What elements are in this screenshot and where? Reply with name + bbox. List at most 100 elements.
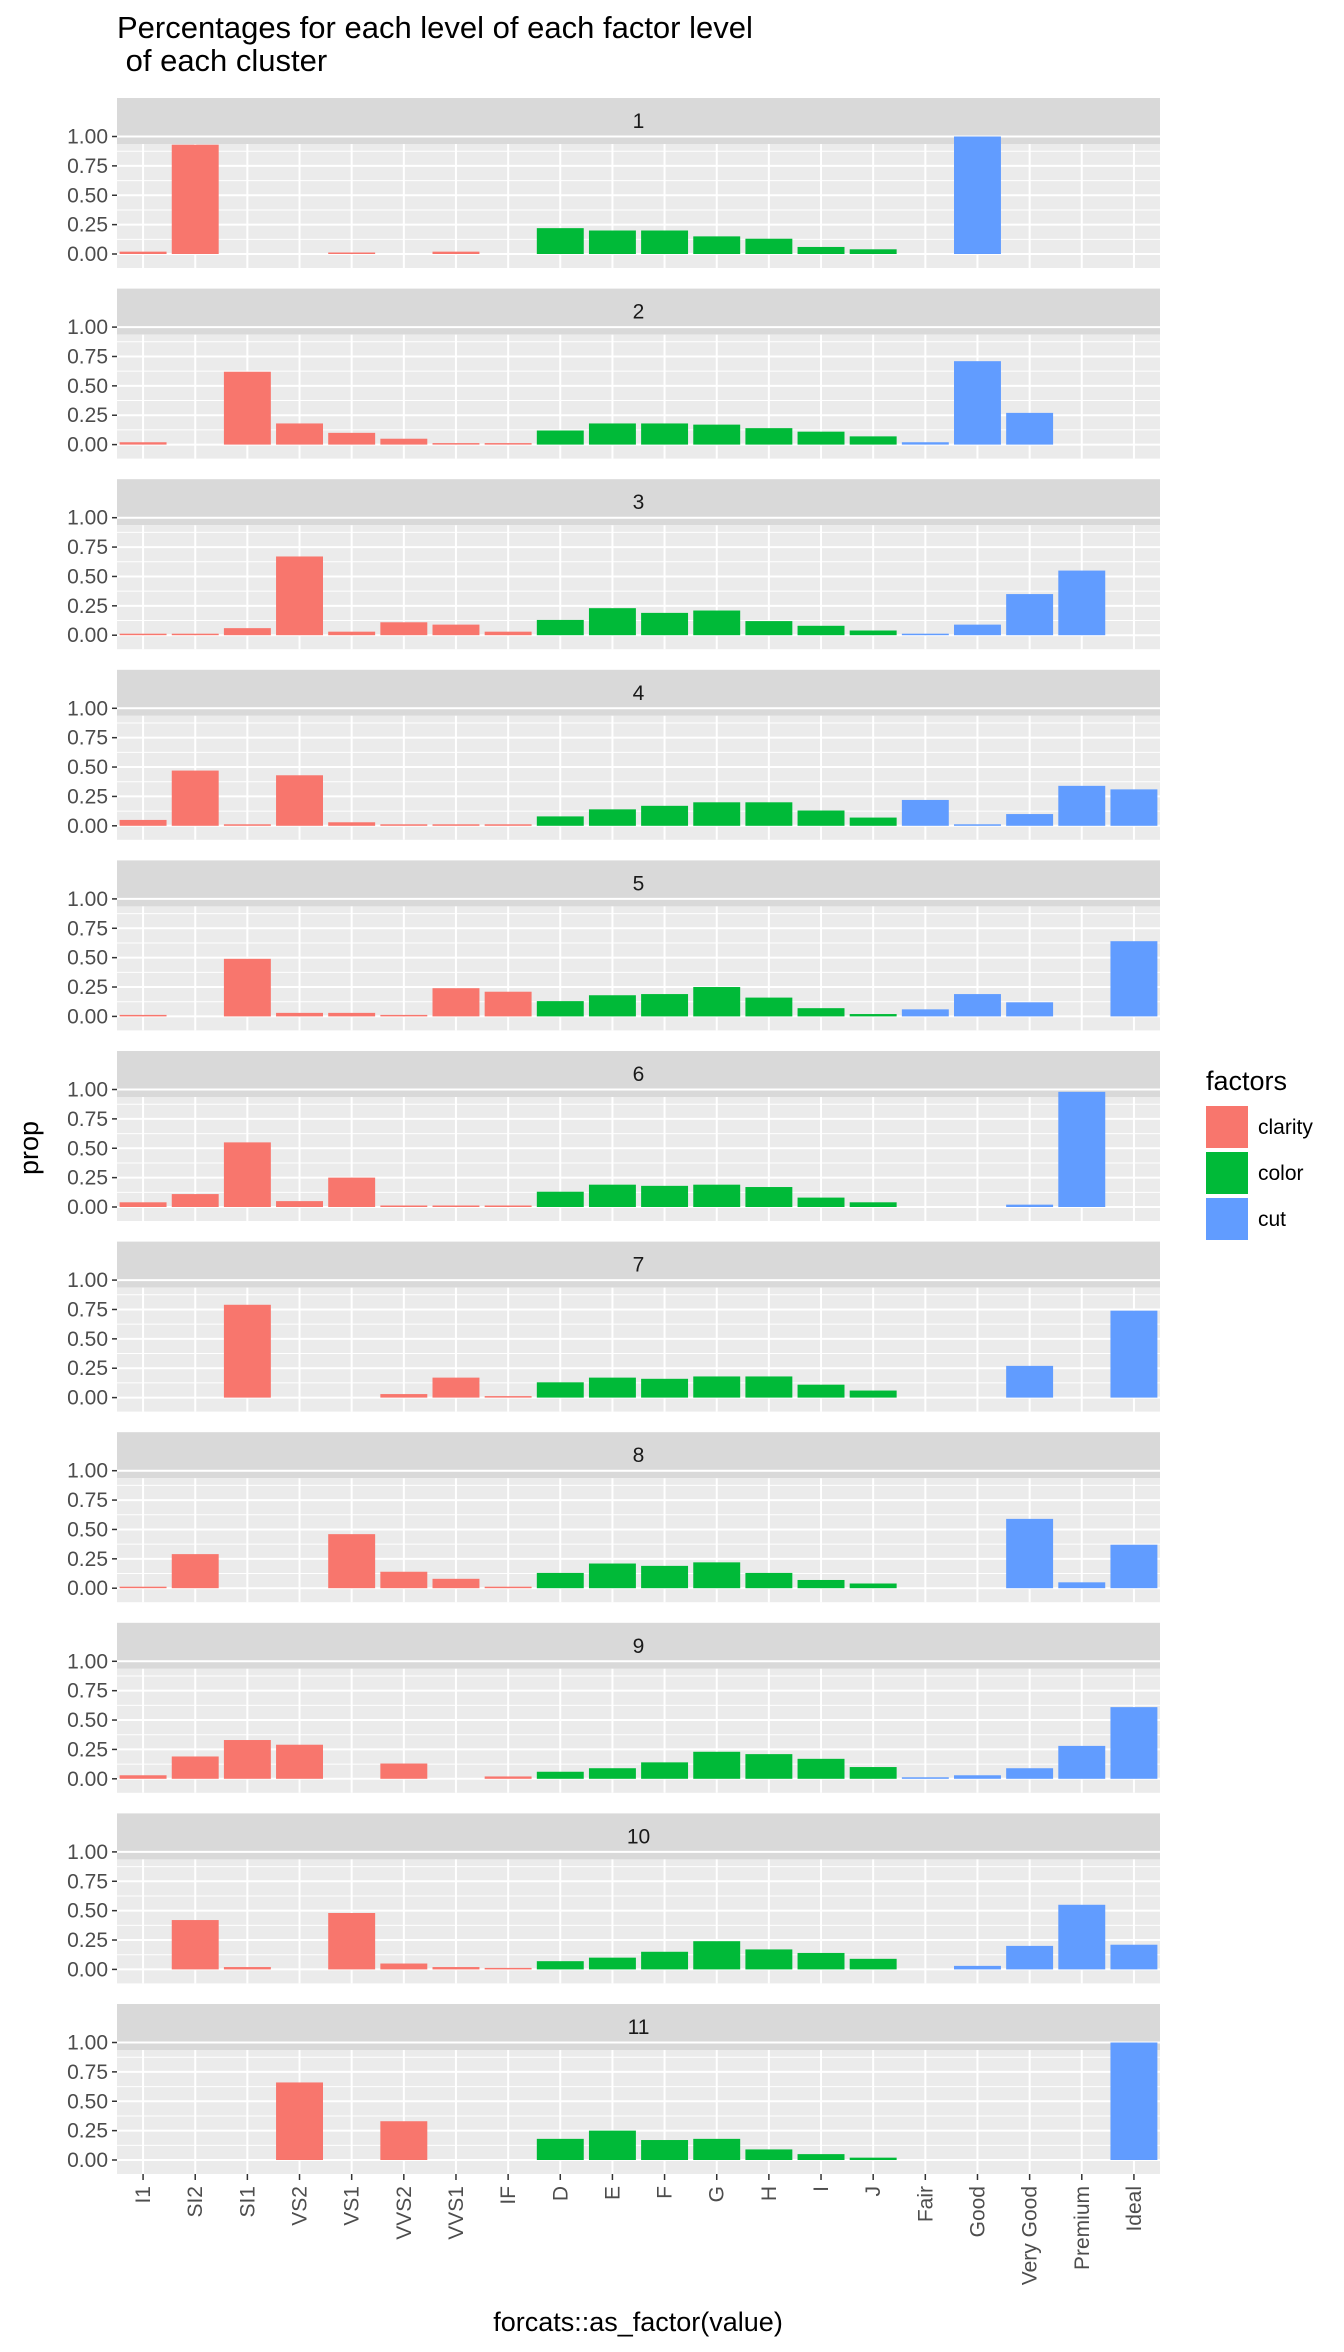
bar-f xyxy=(641,1565,689,1589)
bar-if xyxy=(484,1776,532,1779)
panel-background xyxy=(117,1668,1160,1793)
y-tick-label: 1.00 xyxy=(67,2032,108,2055)
x-tick-label: D xyxy=(549,2186,572,2201)
bar-vs2 xyxy=(276,423,323,445)
bar-i1 xyxy=(119,251,167,254)
bar-vvs1 xyxy=(432,824,480,826)
bar-vvs1 xyxy=(432,624,480,636)
bar-d xyxy=(536,816,584,826)
x-tick-label: G xyxy=(706,2186,729,2202)
y-tick-label: 1.00 xyxy=(67,507,108,530)
facet-panel-1: 1 0.00 0.25 0.50 0.75 1.00 xyxy=(67,98,1160,268)
bar-i1 xyxy=(119,1014,167,1017)
bar-f xyxy=(641,1762,689,1779)
bar-si1 xyxy=(223,1740,271,1779)
panel-background xyxy=(117,2050,1160,2174)
bar-vvs1 xyxy=(432,988,480,1017)
y-tick-label: 1.00 xyxy=(67,1269,108,1292)
bar-vvs2 xyxy=(380,622,428,636)
bar-e xyxy=(588,1184,636,1207)
bar-si1 xyxy=(223,371,271,445)
bar-ideal xyxy=(1110,1944,1158,1970)
facet-panel-11: 11 0.00 0.25 0.50 0.75 1.00 xyxy=(67,2004,1160,2174)
y-tick-label: 0.25 xyxy=(67,404,108,427)
bar-j xyxy=(849,817,897,826)
bar-i1 xyxy=(119,1775,167,1779)
y-tick-label: 0.50 xyxy=(67,1518,108,1541)
bar-good xyxy=(954,361,1001,445)
bar-good xyxy=(954,994,1001,1017)
facet-strip-label: 3 xyxy=(633,491,645,514)
bar-f xyxy=(641,994,689,1017)
y-tick-label: 0.50 xyxy=(67,1900,108,1923)
bar-if xyxy=(484,1967,532,1970)
y-tick-label: 0.00 xyxy=(67,1768,108,1791)
bar-e xyxy=(588,1377,636,1398)
facet-panel-10: 10 0.00 0.25 0.50 0.75 1.00 xyxy=(67,1813,1160,1984)
bar-fair xyxy=(901,633,949,636)
bar-very-good xyxy=(1006,814,1054,826)
y-tick-label: 0.75 xyxy=(67,155,108,178)
bar-vs1 xyxy=(328,1012,376,1017)
y-axis-title: prop xyxy=(14,1121,44,1175)
y-tick-label: 0.00 xyxy=(67,815,108,838)
y-tick-label: 0.25 xyxy=(67,976,108,999)
bar-h xyxy=(745,238,793,254)
bar-h xyxy=(745,621,793,636)
x-tick-label: VVS2 xyxy=(393,2186,416,2240)
bar-g xyxy=(693,987,741,1017)
legend-title: factors xyxy=(1206,1066,1287,1096)
facet-strip-label: 4 xyxy=(633,682,645,705)
x-tick-label: SI2 xyxy=(184,2186,207,2218)
bar-premium xyxy=(1058,1745,1106,1779)
bar-vvs1 xyxy=(432,1377,480,1398)
facet-panel-4: 4 0.00 0.25 0.50 0.75 1.00 xyxy=(67,669,1160,840)
y-tick-label: 0.00 xyxy=(67,434,108,457)
bar-g xyxy=(693,1941,741,1970)
bar-h xyxy=(745,997,793,1017)
y-tick-label: 1.00 xyxy=(67,126,108,149)
y-tick-label: 0.75 xyxy=(67,1108,108,1131)
panel-background xyxy=(117,1287,1160,1412)
bar-very-good xyxy=(1006,594,1054,636)
bar-d xyxy=(536,430,584,445)
facet-strip-label: 8 xyxy=(633,1444,645,1467)
bar-i xyxy=(797,1579,845,1589)
panel-background xyxy=(117,906,1160,1031)
bar-i xyxy=(797,2154,845,2160)
y-tick-label: 0.75 xyxy=(67,345,108,368)
bar-very-good xyxy=(1006,1518,1054,1589)
bar-h xyxy=(745,1754,793,1779)
y-tick-label: 0.25 xyxy=(67,214,108,237)
panel-background xyxy=(117,144,1160,268)
bar-vs1 xyxy=(328,822,376,826)
panel-background xyxy=(117,1859,1160,1984)
bar-h xyxy=(745,1187,793,1207)
bar-i1 xyxy=(119,1202,167,1207)
facet-strip-label: 7 xyxy=(633,1254,645,1277)
bar-if xyxy=(484,1396,532,1398)
panel-background xyxy=(117,1478,1160,1603)
facet-panel-3: 3 0.00 0.25 0.50 0.75 1.00 xyxy=(67,479,1160,650)
y-tick-label: 0.00 xyxy=(67,1005,108,1028)
x-tick-label: Very Good xyxy=(1019,2186,1042,2285)
y-tick-label: 1.00 xyxy=(67,1460,108,1483)
bar-very-good xyxy=(1006,1002,1054,1017)
bar-j xyxy=(849,2157,897,2160)
y-tick-label: 0.00 xyxy=(67,1577,108,1600)
bar-vvs1 xyxy=(432,1967,480,1970)
bar-ideal xyxy=(1110,1310,1158,1398)
legend-key-clarity xyxy=(1206,1106,1248,1148)
bar-d xyxy=(536,619,584,636)
y-tick-label: 0.50 xyxy=(67,2090,108,2113)
bar-vs1 xyxy=(328,432,376,445)
bar-g xyxy=(693,236,741,254)
bar-good xyxy=(954,1965,1001,1970)
bar-vvs1 xyxy=(432,1205,480,1207)
bar-premium xyxy=(1058,785,1106,826)
x-tick-label: Premium xyxy=(1071,2186,1094,2270)
x-tick-label: E xyxy=(601,2186,624,2200)
y-tick-label: 0.25 xyxy=(67,1167,108,1190)
bar-i1 xyxy=(119,819,167,826)
